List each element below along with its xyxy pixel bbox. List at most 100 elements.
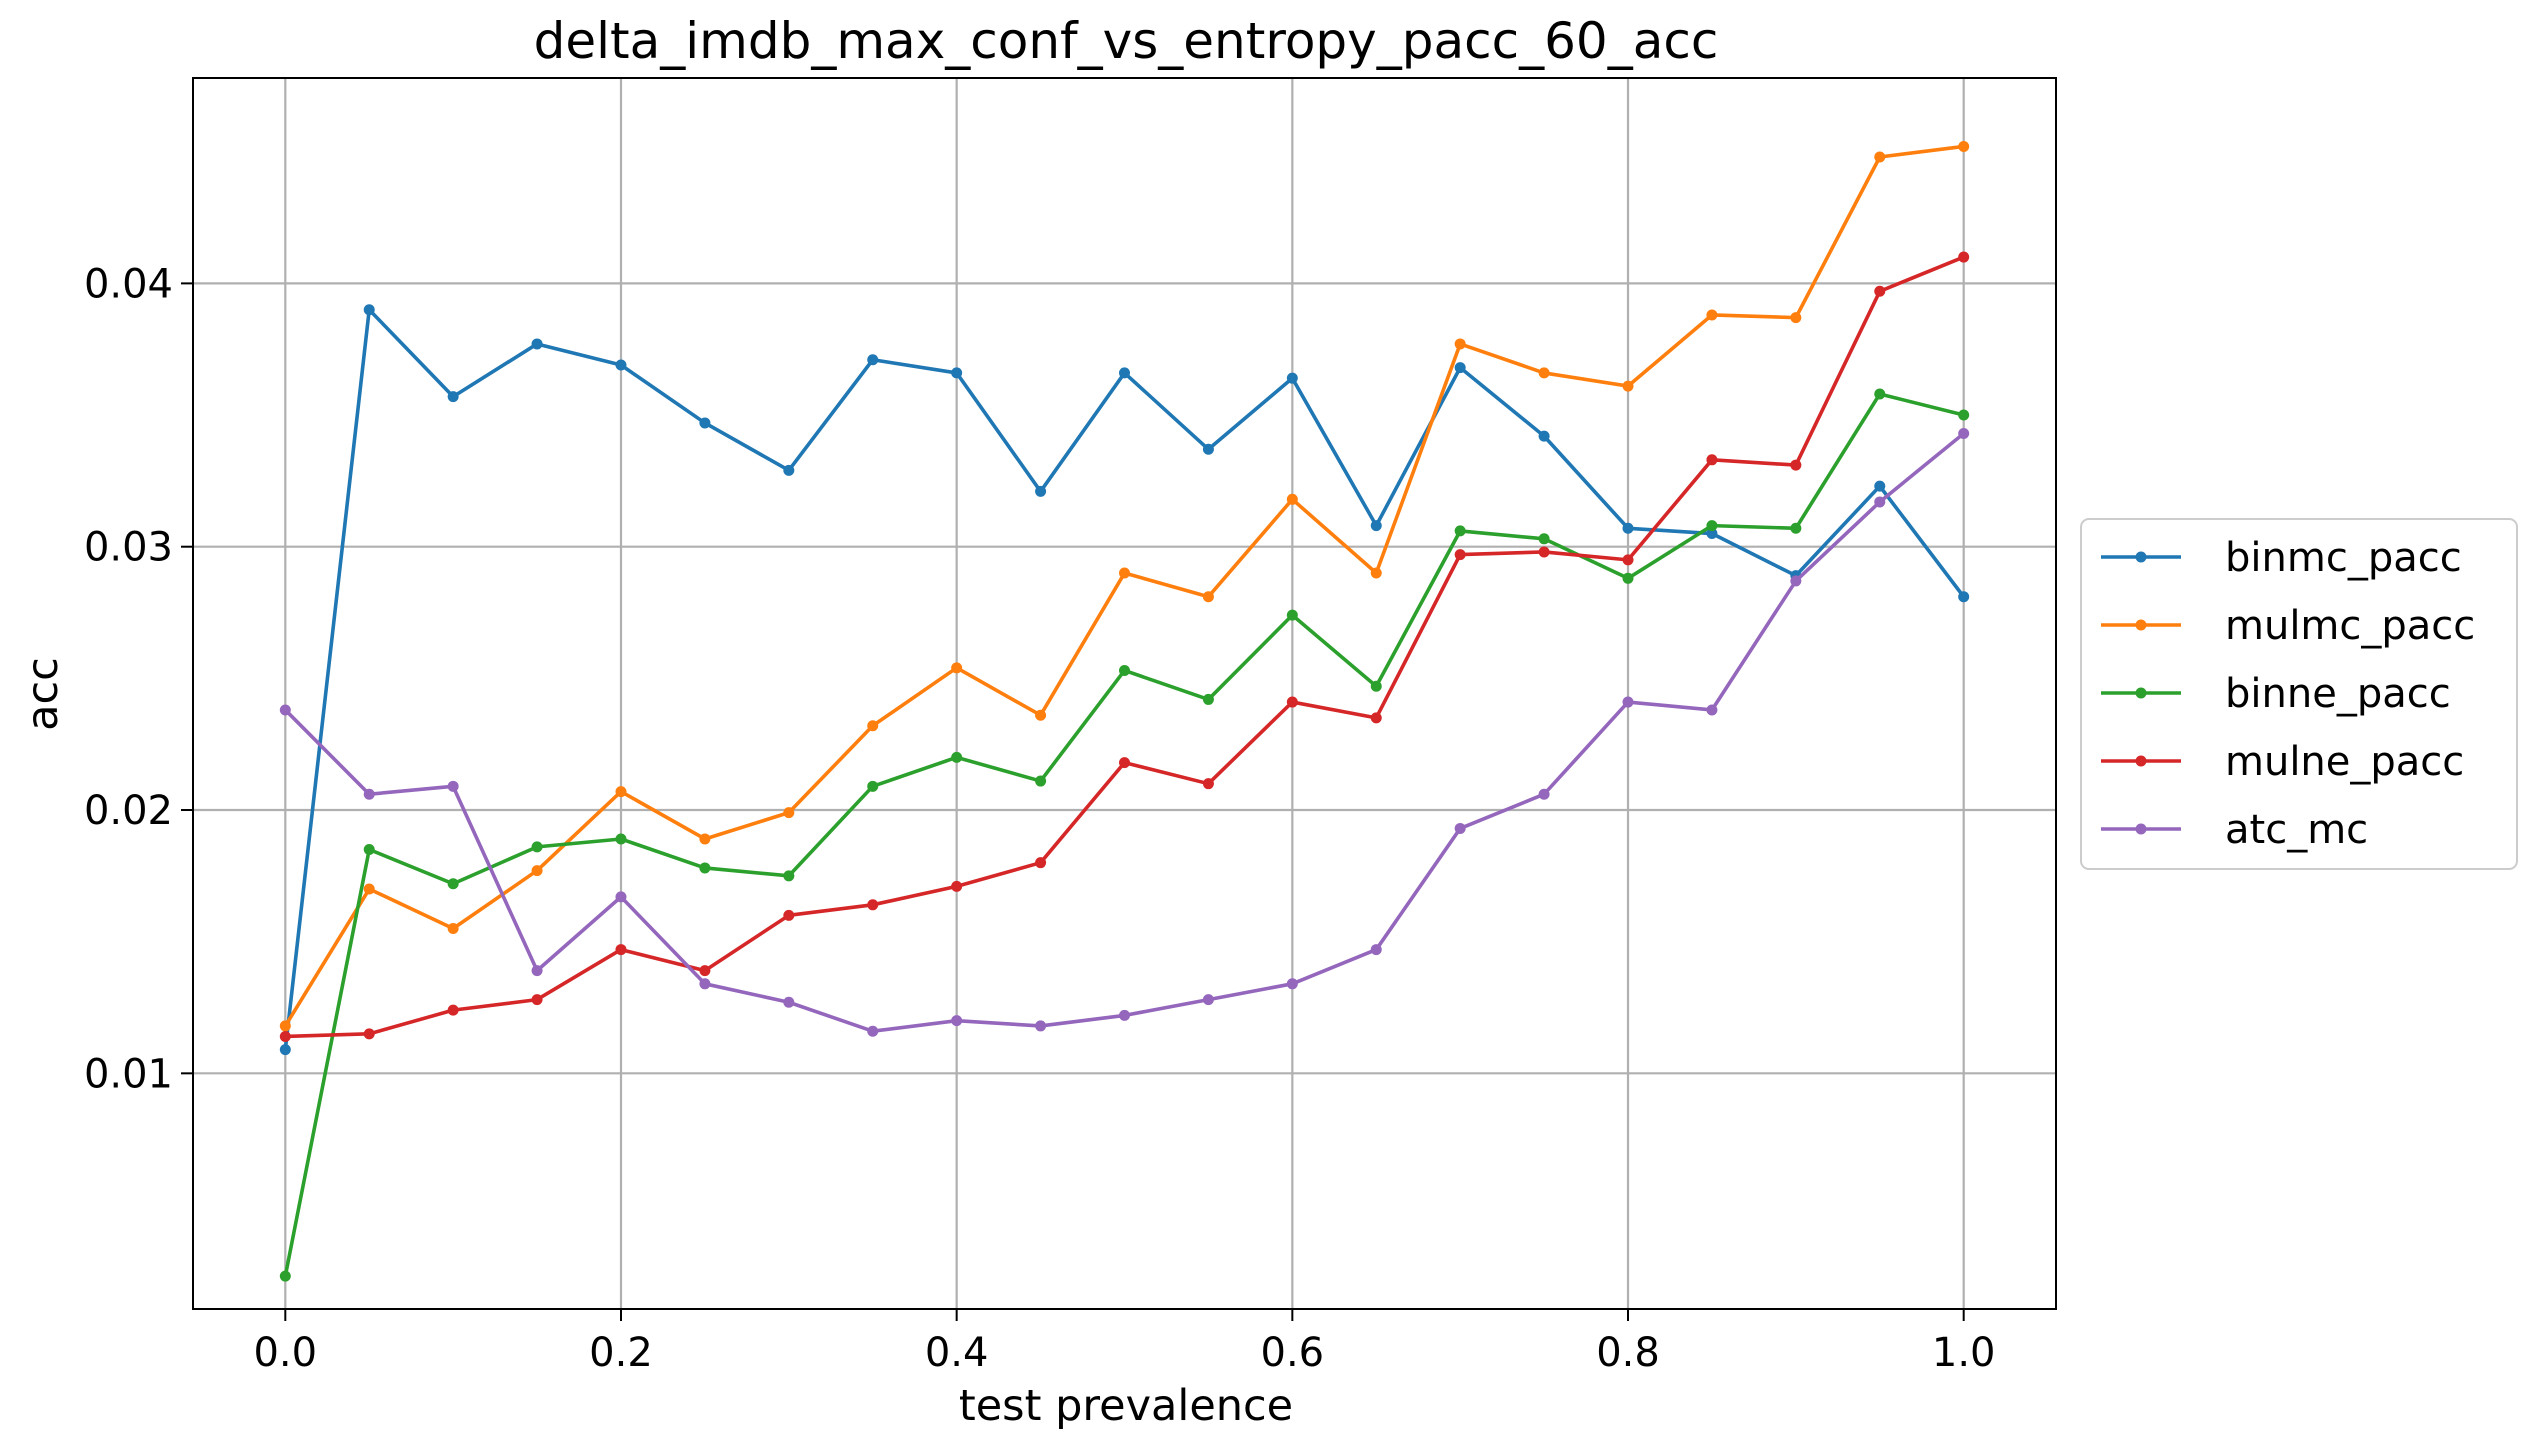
data-point-mulne_pacc: [363, 1028, 375, 1040]
data-point-atc_mc: [783, 996, 795, 1008]
data-point-mulne_pacc: [531, 994, 543, 1006]
legend-label-mulne_pacc: mulne_pacc: [2225, 739, 2464, 785]
legend: binmc_pacc mulmc_pacc binne_pacc mulne_pacc…: [2080, 518, 2518, 870]
data-point-binmc_pacc: [1286, 372, 1298, 384]
data-point-atc_mc: [1874, 496, 1886, 508]
series-mulne_pacc: [279, 251, 1970, 1042]
legend-box: [2080, 518, 2518, 870]
x-tick-label: 0.4: [925, 1330, 989, 1376]
data-point-mulne_pacc: [1454, 549, 1466, 561]
data-point-mulmc_pacc: [1706, 309, 1718, 321]
data-point-mulmc_pacc: [1958, 140, 1970, 152]
data-point-binmc_pacc: [1874, 480, 1886, 492]
legend-label-atc_mc: atc_mc: [2225, 807, 2368, 853]
data-point-mulmc_pacc: [783, 807, 795, 819]
data-point-binmc_pacc: [1958, 591, 1970, 603]
x-tick-label: 0.6: [1261, 1330, 1325, 1376]
data-point-mulne_pacc: [867, 899, 879, 911]
data-point-binne_pacc: [1622, 572, 1634, 584]
legend-marker-atc_mc: [2135, 823, 2147, 835]
chart-title: delta_imdb_max_conf_vs_entropy_pacc_60_a…: [534, 12, 1719, 70]
data-point-mulne_pacc: [783, 909, 795, 921]
data-point-binne_pacc: [1958, 409, 1970, 421]
data-point-binmc_pacc: [279, 1044, 291, 1056]
data-point-atc_mc: [951, 1015, 963, 1027]
data-point-atc_mc: [1119, 1009, 1130, 1021]
legend-marker-binmc_pacc: [2135, 551, 2147, 563]
data-point-mulne_pacc: [279, 1030, 291, 1042]
data-point-binne_pacc: [783, 870, 795, 882]
data-point-atc_mc: [531, 965, 543, 977]
data-point-binmc_pacc: [1202, 443, 1214, 455]
data-point-mulmc_pacc: [615, 786, 627, 798]
data-point-binne_pacc: [1454, 525, 1466, 537]
data-point-atc_mc: [1035, 1020, 1047, 1032]
data-point-atc_mc: [447, 780, 459, 792]
data-point-mulmc_pacc: [1790, 312, 1802, 324]
series-atc_mc: [279, 427, 1970, 1037]
data-point-binne_pacc: [867, 780, 879, 792]
data-point-mulmc_pacc: [531, 865, 543, 877]
x-tick-label: 0.0: [253, 1330, 317, 1376]
series-group: [279, 140, 1970, 1282]
data-point-atc_mc: [279, 704, 291, 716]
data-point-atc_mc: [615, 891, 627, 903]
data-point-binmc_pacc: [615, 359, 627, 371]
data-point-mulmc_pacc: [1454, 338, 1466, 350]
data-point-binne_pacc: [1286, 609, 1298, 621]
data-point-binmc_pacc: [531, 338, 543, 350]
data-point-atc_mc: [1370, 944, 1382, 956]
data-point-binne_pacc: [1706, 520, 1718, 532]
y-tick-label: 0.01: [84, 1051, 173, 1097]
legend-item-mulne_pacc: mulne_pacc: [2101, 739, 2464, 785]
data-point-binne_pacc: [699, 862, 711, 874]
data-point-mulmc_pacc: [1622, 380, 1634, 392]
data-point-binmc_pacc: [363, 304, 375, 316]
data-point-binmc_pacc: [1119, 367, 1130, 379]
data-point-atc_mc: [1958, 427, 1970, 439]
data-point-binne_pacc: [447, 878, 459, 890]
data-point-atc_mc: [867, 1025, 879, 1037]
data-point-binmc_pacc: [447, 391, 459, 403]
data-point-binmc_pacc: [1035, 485, 1047, 497]
legend-marker-mulmc_pacc: [2135, 619, 2147, 631]
data-point-atc_mc: [363, 788, 375, 800]
data-point-binne_pacc: [1119, 664, 1130, 676]
data-point-mulne_pacc: [1706, 454, 1718, 466]
data-point-mulne_pacc: [1958, 251, 1970, 263]
data-point-atc_mc: [1454, 822, 1466, 834]
series-binne_pacc: [279, 388, 1970, 1282]
data-point-mulmc_pacc: [1119, 567, 1130, 579]
grid: [193, 78, 2056, 1309]
data-point-mulne_pacc: [1286, 696, 1298, 708]
data-point-binmc_pacc: [1706, 528, 1718, 540]
legend-marker-mulne_pacc: [2135, 755, 2147, 767]
data-point-mulne_pacc: [699, 965, 711, 977]
data-point-mulne_pacc: [1370, 712, 1382, 724]
data-point-mulne_pacc: [447, 1004, 459, 1016]
data-point-mulne_pacc: [1874, 285, 1886, 297]
data-point-atc_mc: [1706, 704, 1718, 716]
y-tick-label: 0.03: [84, 525, 173, 571]
x-axis-label: test prevalence: [959, 1381, 1293, 1431]
data-point-mulne_pacc: [1538, 546, 1550, 558]
data-point-atc_mc: [1622, 696, 1634, 708]
data-point-binne_pacc: [1035, 775, 1047, 787]
data-point-binne_pacc: [615, 833, 627, 845]
legend-label-mulmc_pacc: mulmc_pacc: [2225, 603, 2475, 649]
data-point-binmc_pacc: [1538, 430, 1550, 442]
plot-frame: [192, 77, 2057, 1310]
y-axis-ticks: 0.01 0.02 0.03 0.04: [84, 261, 193, 1097]
data-point-atc_mc: [1790, 575, 1802, 587]
data-point-binmc_pacc: [699, 417, 711, 429]
legend-item-atc_mc: atc_mc: [2101, 807, 2368, 853]
data-point-binne_pacc: [363, 844, 375, 856]
legend-item-mulmc_pacc: mulmc_pacc: [2101, 603, 2475, 649]
data-point-binmc_pacc: [783, 464, 795, 476]
y-tick-label: 0.04: [84, 261, 173, 307]
data-point-binne_pacc: [279, 1270, 291, 1282]
data-point-mulne_pacc: [615, 944, 627, 956]
y-tick-label: 0.02: [84, 788, 173, 834]
data-point-binmc_pacc: [867, 354, 879, 366]
